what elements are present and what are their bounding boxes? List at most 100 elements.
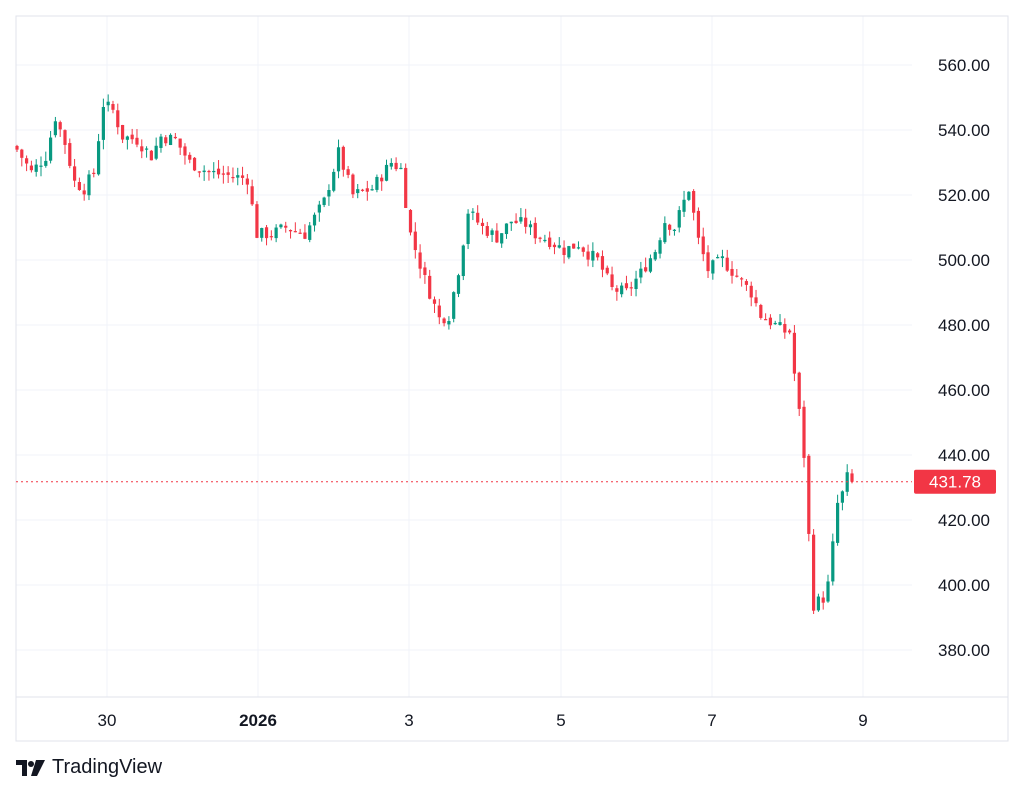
candle-body — [77, 182, 81, 190]
candle — [389, 158, 393, 170]
candle — [826, 574, 830, 603]
candle — [288, 229, 293, 239]
candle-body — [490, 230, 494, 235]
candle-body — [413, 231, 417, 251]
candle-body — [581, 247, 585, 252]
candle-body — [188, 154, 192, 160]
candle — [327, 184, 331, 206]
candle-body — [389, 162, 393, 167]
candle-body — [332, 171, 336, 191]
candle — [845, 464, 849, 496]
candle — [48, 130, 53, 164]
candle — [461, 244, 465, 281]
candle — [250, 179, 254, 206]
candle-body — [663, 223, 667, 243]
candle-body — [423, 267, 427, 275]
candle-body — [375, 176, 379, 190]
candle-body — [82, 190, 86, 195]
candle — [519, 208, 523, 224]
candle — [711, 259, 715, 280]
candle-body — [149, 150, 153, 161]
candle-body — [836, 502, 840, 543]
candlestick-series — [15, 94, 854, 614]
candle-body — [716, 257, 720, 259]
candle-body — [116, 110, 120, 128]
candle-body — [447, 321, 451, 325]
candle — [188, 152, 192, 164]
candle-body — [250, 186, 254, 205]
candle-body — [504, 223, 509, 235]
candle-body — [288, 230, 293, 232]
candle-body — [452, 292, 456, 319]
candle-body — [336, 147, 341, 172]
candle-body — [394, 162, 398, 170]
time-axis[interactable]: 30 2026 3 5 7 9 — [98, 711, 868, 730]
candle-body — [442, 318, 446, 324]
candle — [87, 170, 91, 201]
candle-body — [744, 281, 749, 285]
time-tick-label: 9 — [858, 711, 867, 730]
candle-body — [279, 224, 283, 228]
candle — [408, 209, 413, 236]
candle-body — [29, 165, 33, 171]
candle-body — [586, 251, 590, 260]
candle — [581, 246, 585, 257]
candle — [533, 217, 537, 245]
price-axis[interactable]: 560.00 540.00 520.00 500.00 480.00 460.00 440.… — [938, 56, 990, 660]
candle-body — [768, 317, 773, 326]
candle — [34, 159, 38, 177]
candle — [164, 135, 168, 147]
candle — [687, 191, 691, 202]
candle-body — [106, 101, 110, 106]
candle-body — [672, 229, 677, 231]
candle — [504, 223, 509, 239]
tradingview-brand[interactable]: TradingView — [16, 756, 162, 779]
candle — [725, 249, 729, 272]
candle-body — [39, 165, 43, 167]
candle-body — [610, 274, 614, 287]
candle-body — [68, 143, 72, 166]
candle — [490, 228, 494, 243]
candle — [528, 220, 533, 235]
candle — [332, 168, 336, 193]
candle-body — [797, 372, 801, 409]
candle-body — [725, 257, 729, 271]
candle — [730, 261, 734, 284]
candle — [216, 160, 221, 179]
price-tick-label: 460.00 — [938, 381, 990, 400]
candle — [168, 133, 173, 146]
candle-body — [20, 149, 24, 158]
candle-body — [764, 319, 768, 321]
candle — [836, 494, 840, 546]
candle-body — [226, 172, 230, 175]
candle-body — [644, 267, 648, 272]
candle — [298, 228, 302, 234]
candle — [831, 533, 835, 586]
candle — [183, 143, 187, 165]
candle — [245, 173, 249, 195]
candle-body — [696, 210, 701, 238]
candle-body — [58, 122, 62, 130]
candle — [716, 254, 720, 259]
current-price-badge: 431.78 — [914, 469, 996, 494]
candle-body — [576, 247, 581, 249]
candle — [466, 209, 470, 250]
candle-body — [567, 246, 571, 258]
candle — [82, 183, 86, 201]
price-tick-label: 480.00 — [938, 316, 990, 335]
candle — [341, 145, 345, 177]
candle — [322, 196, 326, 208]
candle — [356, 183, 360, 199]
candle-body — [312, 214, 317, 226]
candle — [749, 281, 753, 307]
candle — [77, 177, 81, 191]
candle-body — [735, 275, 739, 277]
candle-body — [629, 287, 633, 289]
candle — [783, 318, 787, 339]
candle-body — [471, 211, 475, 213]
candle-body — [706, 252, 710, 272]
candle — [303, 224, 307, 240]
candle-body — [197, 171, 201, 173]
candle — [380, 174, 384, 191]
